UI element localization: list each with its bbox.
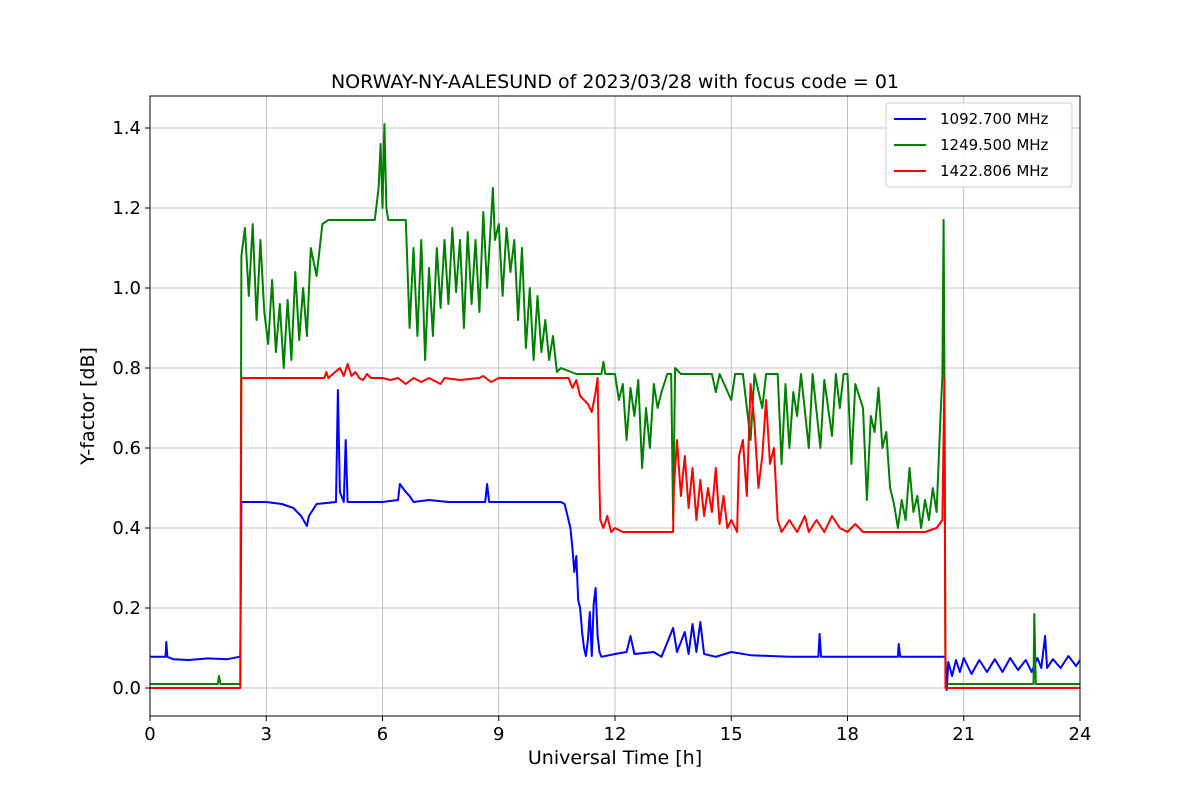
series-line-1 — [150, 389, 1081, 691]
y-tick-label: 1.0 — [112, 278, 141, 299]
series-line-3 — [150, 363, 1080, 689]
legend-label: 1092.700 MHz — [940, 110, 1049, 128]
x-tick-label: 0 — [144, 724, 155, 745]
x-tick-label: 9 — [493, 724, 504, 745]
legend-box — [885, 102, 1073, 188]
y-tick-label: 0.6 — [112, 438, 141, 459]
x-tick-label: 6 — [377, 724, 388, 745]
series-line-2 — [150, 123, 1080, 685]
y-tick-label: 0.2 — [112, 598, 141, 619]
legend: 1092.700 MHz 1249.500 MHz 1422.806 MHz — [885, 102, 1073, 188]
y-axis-title: Y-factor [dB] — [77, 347, 99, 466]
chart-title: NORWAY-NY-AALESUND of 2023/03/28 with fo… — [331, 71, 899, 93]
y-tick-label: 1.4 — [112, 118, 141, 139]
x-tick-label: 15 — [720, 724, 743, 745]
y-tick-label: 0.8 — [112, 358, 141, 379]
y-tick-label: 0.4 — [112, 518, 141, 539]
x-tick-label: 18 — [836, 724, 859, 745]
y-tick-label: 0.0 — [112, 678, 141, 699]
x-tick-label: 3 — [261, 724, 272, 745]
series-lines — [150, 123, 1081, 691]
x-tick-label: 21 — [952, 724, 975, 745]
y-tick-label: 1.2 — [112, 198, 141, 219]
x-axis-title: Universal Time [h] — [528, 747, 702, 769]
axis-ticks: 0 3 6 9 12 15 18 21 24 0.0 0.2 0.4 0.6 0.8 1.0 1.2 1.4 — [112, 118, 1091, 745]
x-tick-label: 12 — [604, 724, 627, 745]
x-tick-label: 24 — [1069, 724, 1092, 745]
legend-label: 1249.500 MHz — [940, 136, 1049, 154]
legend-label: 1422.806 MHz — [940, 162, 1049, 180]
